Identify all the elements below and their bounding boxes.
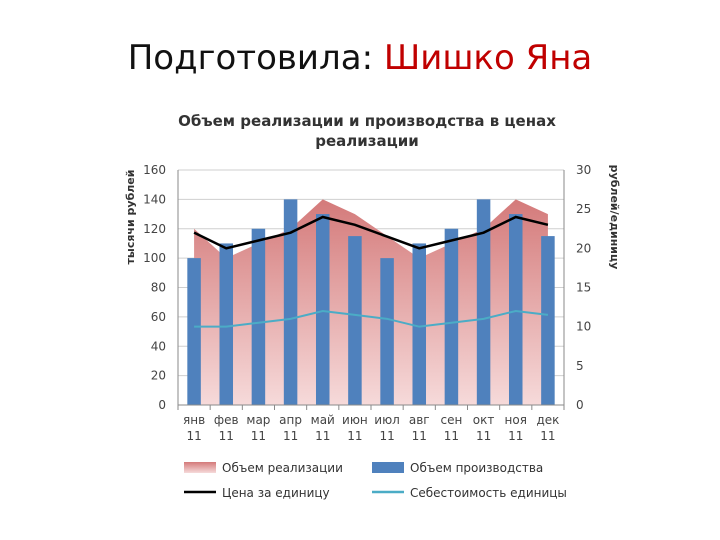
y-tick-label: 40 xyxy=(151,339,166,353)
y2-axis-label: рублей/единицу xyxy=(608,165,621,270)
y2-tick-label: 20 xyxy=(576,241,591,255)
legend-entry: Цена за единицу xyxy=(222,486,330,500)
area-realization xyxy=(194,199,548,405)
x-tick-label-month: июн xyxy=(342,413,368,427)
bar-production xyxy=(187,258,201,405)
x-tick-label-month: авг xyxy=(409,413,430,427)
bar-production xyxy=(315,214,330,405)
bar-production xyxy=(412,243,427,405)
title-author-name: Шишко Яна xyxy=(383,38,593,78)
title-prefix: Подготовила: xyxy=(127,38,384,78)
bar-production xyxy=(283,199,298,405)
x-tick-label-year: 11 xyxy=(347,429,362,443)
y-tick-label: 0 xyxy=(158,398,166,412)
x-tick-label-month: янв xyxy=(183,413,205,427)
slide-title: Подготовила: Шишко Яна xyxy=(0,38,720,78)
bar-production xyxy=(348,236,362,405)
x-tick-label-month: дек xyxy=(536,413,559,427)
y2-tick-label: 5 xyxy=(576,359,584,373)
x-tick-label-year: 11 xyxy=(379,429,394,443)
axes: 0 20 40 60 80 100 120 140 160 0 5 10 15 20 25 30 янв 11 фе… xyxy=(143,163,591,443)
x-tick-label-year: 11 xyxy=(186,429,201,443)
legend-swatch-area xyxy=(184,462,216,473)
y-tick-label: 60 xyxy=(151,310,166,324)
x-tick-label-month: ноя xyxy=(505,413,527,427)
x-tick-label-year: 11 xyxy=(219,429,234,443)
y-tick-label: 120 xyxy=(143,222,166,236)
y-tick-label: 100 xyxy=(143,251,166,265)
legend: Объем реализации Объем производства Цена з… xyxy=(184,461,567,500)
y-tick-label: 140 xyxy=(143,192,166,206)
legend-entry: Объем производства xyxy=(410,461,543,475)
x-tick-label-year: 11 xyxy=(508,429,523,443)
bar-production xyxy=(476,199,491,405)
legend-swatch-bar xyxy=(372,462,404,473)
x-tick-label-year: 11 xyxy=(315,429,330,443)
chart-title-line-2: реализации xyxy=(315,132,419,150)
y2-tick-label: 10 xyxy=(576,320,591,334)
x-tick-label-month: фев xyxy=(214,413,239,427)
x-tick-label-year: 11 xyxy=(283,429,298,443)
line-series xyxy=(193,215,549,328)
y-tick-label: 20 xyxy=(151,369,166,383)
bar-production xyxy=(219,243,234,405)
y2-tick-label: 25 xyxy=(576,202,591,216)
x-tick-label-year: 11 xyxy=(540,429,555,443)
x-tick-label-month: апр xyxy=(279,413,302,427)
bar-series xyxy=(187,199,555,405)
bar-production xyxy=(444,228,459,405)
bar-production xyxy=(541,236,555,405)
x-tick-label-month: мар xyxy=(246,413,270,427)
legend-entry: Объем реализации xyxy=(222,461,343,475)
x-tick-label-month: окт xyxy=(473,413,495,427)
y-tick-label: 80 xyxy=(151,281,166,295)
y-axis-label: тысячи рублей xyxy=(124,170,137,265)
x-tick-label-month: сен xyxy=(441,413,463,427)
bar-production xyxy=(380,258,394,405)
x-tick-label-month: май xyxy=(311,413,335,427)
x-tick-label-year: 11 xyxy=(476,429,491,443)
x-tick-label-year: 11 xyxy=(444,429,459,443)
chart-title-line-1: Объем реализации и производства в ценах xyxy=(178,112,556,130)
legend-entry: Себестоимость единицы xyxy=(410,486,567,500)
y2-tick-label: 0 xyxy=(576,398,584,412)
x-tick-label-month: июл xyxy=(374,413,400,427)
x-tick-label-year: 11 xyxy=(251,429,266,443)
bar-production xyxy=(251,228,266,405)
area-series xyxy=(194,199,548,405)
line-cost-per-unit xyxy=(194,309,549,328)
y2-tick-label: 15 xyxy=(576,281,591,295)
bar-production xyxy=(508,214,523,405)
x-tick-label-year: 11 xyxy=(412,429,427,443)
line-price-per-unit xyxy=(193,215,549,250)
y2-tick-label: 30 xyxy=(576,163,591,177)
y-tick-label: 160 xyxy=(143,163,166,177)
